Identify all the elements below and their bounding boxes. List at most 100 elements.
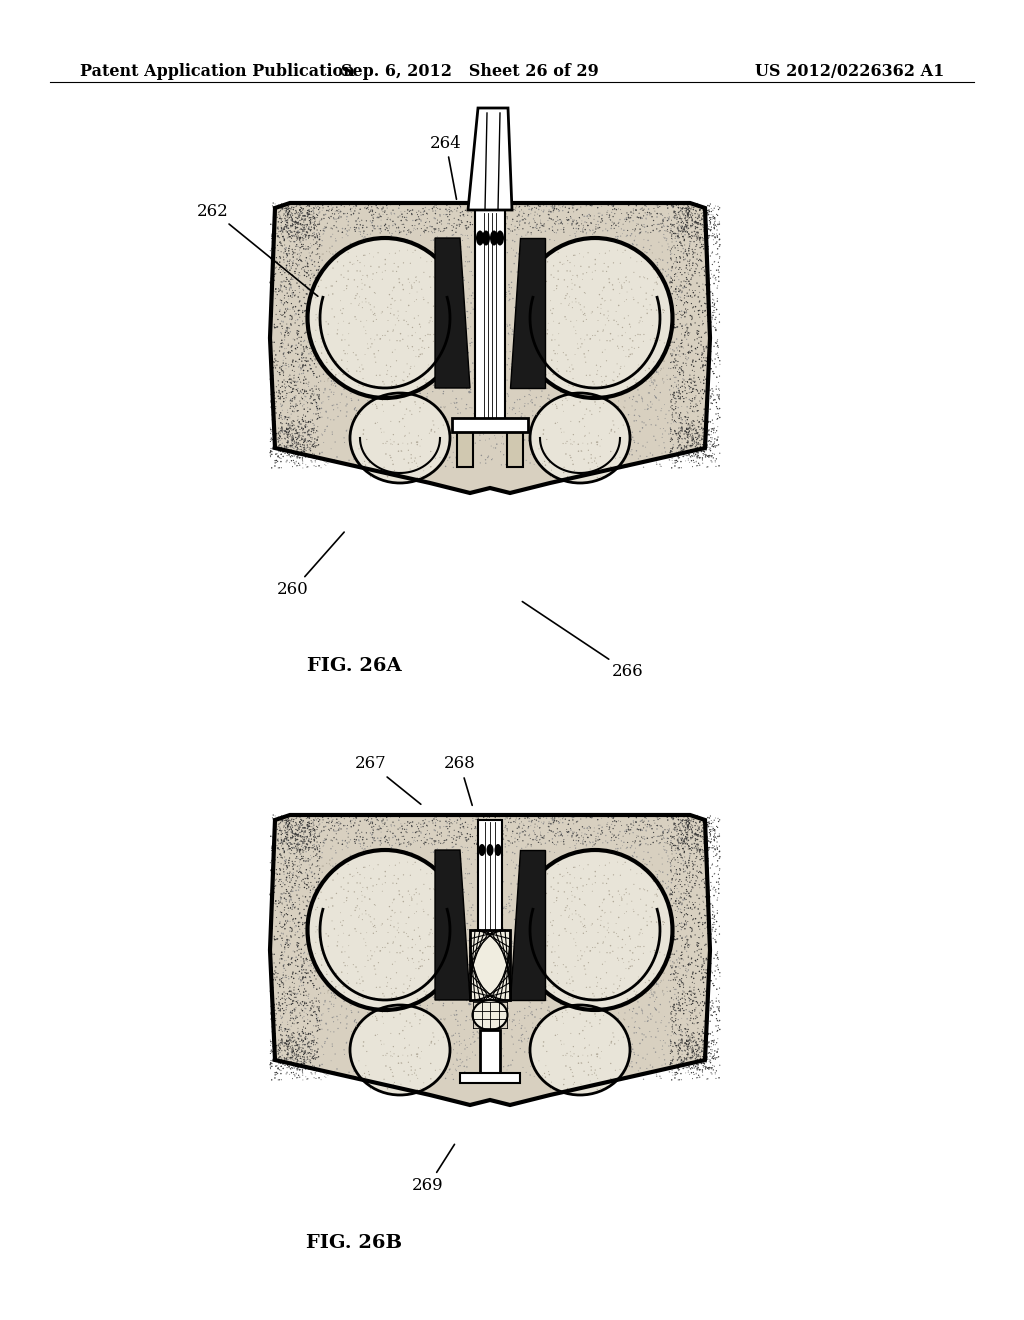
Point <box>283 285 299 306</box>
Point <box>431 832 447 853</box>
Point <box>285 1012 301 1034</box>
Point <box>307 350 324 371</box>
Point <box>709 911 725 932</box>
Point <box>708 931 724 952</box>
Point <box>673 1056 689 1077</box>
Point <box>342 863 358 884</box>
Point <box>333 807 349 828</box>
Point <box>528 842 545 863</box>
Point <box>399 907 416 928</box>
Point <box>278 1002 294 1023</box>
Point <box>336 982 352 1003</box>
Point <box>452 413 468 434</box>
Point <box>411 952 427 973</box>
Point <box>367 376 383 397</box>
Point <box>687 814 703 836</box>
Point <box>691 841 708 862</box>
Point <box>398 965 415 986</box>
Point <box>346 378 362 399</box>
Point <box>300 1032 316 1053</box>
Point <box>461 381 477 403</box>
Point <box>464 1041 480 1063</box>
Point <box>566 821 583 842</box>
Point <box>652 871 669 892</box>
Point <box>274 993 291 1014</box>
Point <box>449 437 465 458</box>
Point <box>380 207 396 228</box>
Point <box>340 325 356 346</box>
Point <box>511 203 527 224</box>
Point <box>349 214 366 235</box>
Point <box>690 453 707 474</box>
Point <box>385 826 401 847</box>
Point <box>297 417 313 438</box>
Point <box>275 350 292 371</box>
Point <box>524 855 541 876</box>
Point <box>337 322 353 343</box>
Point <box>677 445 693 466</box>
Point <box>688 813 705 834</box>
Point <box>677 420 693 441</box>
Point <box>644 206 660 227</box>
Point <box>433 246 450 267</box>
Point <box>337 859 353 880</box>
Point <box>285 826 301 847</box>
Point <box>291 1045 307 1067</box>
Point <box>302 950 318 972</box>
Point <box>605 957 622 978</box>
Point <box>306 876 323 898</box>
Point <box>304 900 321 921</box>
Point <box>598 830 614 851</box>
Point <box>435 1027 452 1048</box>
Point <box>672 405 688 426</box>
Point <box>444 870 461 891</box>
Point <box>437 407 454 428</box>
Point <box>493 937 509 958</box>
Point <box>449 215 465 236</box>
Point <box>288 304 304 325</box>
Point <box>666 969 682 990</box>
Point <box>369 364 385 385</box>
Point <box>695 960 712 981</box>
Point <box>706 207 722 228</box>
Point <box>332 321 348 342</box>
Point <box>289 1012 305 1034</box>
Point <box>313 269 330 290</box>
Point <box>679 350 695 371</box>
Point <box>600 812 616 833</box>
Point <box>326 932 342 953</box>
Point <box>268 989 285 1010</box>
Point <box>309 205 326 226</box>
Point <box>499 818 515 840</box>
Point <box>349 1067 366 1088</box>
Point <box>335 253 351 275</box>
Point <box>297 1059 313 1080</box>
Point <box>598 866 614 887</box>
Point <box>302 824 318 845</box>
Point <box>628 372 644 393</box>
Point <box>689 380 706 401</box>
Point <box>309 890 326 911</box>
Point <box>288 1034 304 1055</box>
Point <box>451 411 467 432</box>
Point <box>667 411 683 432</box>
Point <box>267 226 284 247</box>
Point <box>441 355 458 376</box>
Point <box>693 251 710 272</box>
Point <box>452 862 468 883</box>
Point <box>375 450 391 471</box>
Point <box>535 907 551 928</box>
Point <box>532 194 549 215</box>
Point <box>566 210 583 231</box>
Point <box>280 857 296 878</box>
Point <box>301 830 317 851</box>
Point <box>697 355 714 376</box>
Point <box>367 915 383 936</box>
Point <box>639 1006 655 1027</box>
Point <box>612 865 629 886</box>
Point <box>432 816 449 837</box>
Point <box>348 1016 365 1038</box>
Point <box>282 441 298 462</box>
Point <box>679 432 695 453</box>
Point <box>656 207 673 228</box>
